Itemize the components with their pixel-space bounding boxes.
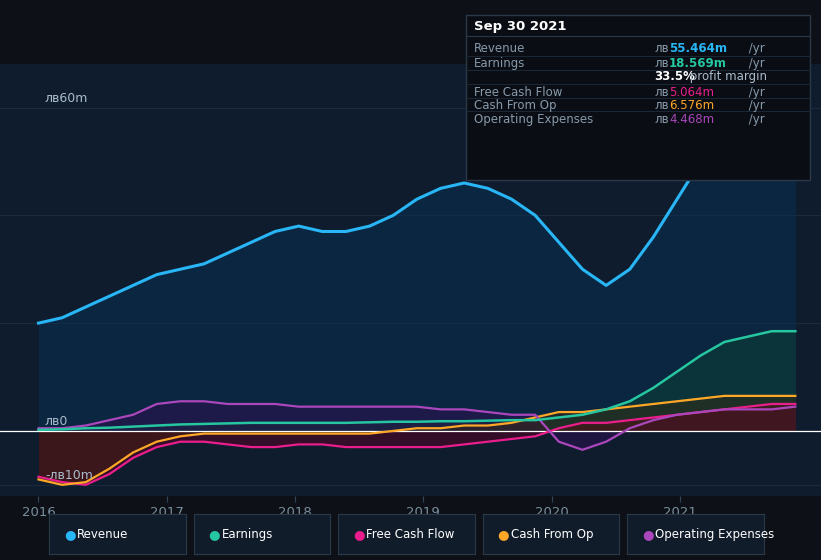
Text: Cash From Op: Cash From Op <box>511 528 593 541</box>
Text: 6.576m: 6.576m <box>669 99 714 113</box>
Text: Operating Expenses: Operating Expenses <box>655 528 774 541</box>
Text: Sep 30 2021: Sep 30 2021 <box>474 20 566 33</box>
Text: /yr: /yr <box>745 99 764 113</box>
Text: Earnings: Earnings <box>474 57 525 71</box>
Text: /yr: /yr <box>745 86 764 99</box>
Text: Cash From Op: Cash From Op <box>474 99 556 113</box>
Text: Free Cash Flow: Free Cash Flow <box>366 528 455 541</box>
Text: /yr: /yr <box>745 113 764 126</box>
Text: Free Cash Flow: Free Cash Flow <box>474 86 562 99</box>
Text: ●: ● <box>498 528 509 541</box>
Text: лв: лв <box>654 99 669 113</box>
Text: 55.464m: 55.464m <box>669 42 727 55</box>
Text: лв: лв <box>654 113 669 126</box>
Text: Earnings: Earnings <box>222 528 273 541</box>
Text: лв: лв <box>654 57 669 71</box>
Text: Revenue: Revenue <box>474 42 525 55</box>
Text: Operating Expenses: Operating Expenses <box>474 113 593 126</box>
Text: лв0: лв0 <box>45 415 68 428</box>
Text: ●: ● <box>642 528 654 541</box>
Text: profit margin: profit margin <box>686 70 767 83</box>
Text: 4.468m: 4.468m <box>669 113 714 126</box>
Text: 18.569m: 18.569m <box>669 57 727 71</box>
Text: лв: лв <box>654 86 669 99</box>
Text: -лв10m: -лв10m <box>45 469 93 482</box>
Text: ●: ● <box>353 528 365 541</box>
Text: /yr: /yr <box>745 42 764 55</box>
Text: /yr: /yr <box>745 57 764 71</box>
Text: 33.5%: 33.5% <box>654 70 695 83</box>
Text: ●: ● <box>209 528 220 541</box>
Text: 5.064m: 5.064m <box>669 86 714 99</box>
Text: лв: лв <box>654 42 669 55</box>
Text: лв60m: лв60m <box>45 92 89 105</box>
Text: ●: ● <box>64 528 76 541</box>
Text: Revenue: Revenue <box>77 528 129 541</box>
